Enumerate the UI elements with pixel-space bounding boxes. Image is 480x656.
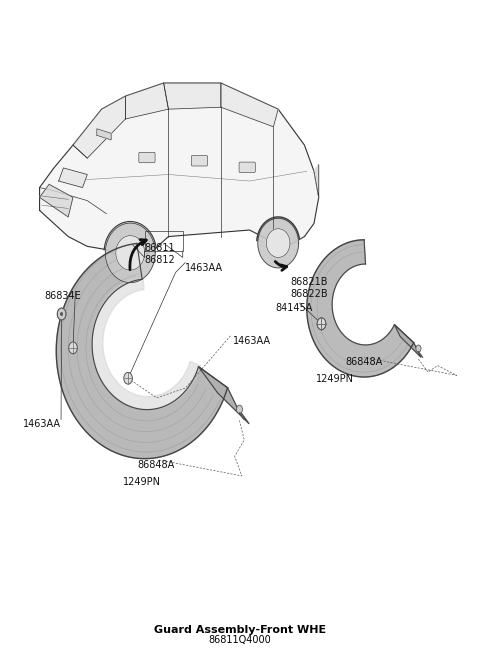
Text: 1463AA: 1463AA [23, 419, 61, 430]
Polygon shape [257, 216, 300, 241]
Polygon shape [116, 236, 144, 270]
FancyBboxPatch shape [239, 162, 255, 173]
Text: 1249PN: 1249PN [123, 477, 161, 487]
Polygon shape [59, 168, 87, 188]
Text: 1463AA: 1463AA [185, 262, 223, 273]
Text: Guard Assembly-Front WHE: Guard Assembly-Front WHE [154, 625, 326, 635]
FancyBboxPatch shape [192, 155, 207, 166]
Circle shape [60, 312, 63, 316]
Polygon shape [314, 165, 319, 197]
Polygon shape [258, 218, 299, 268]
Text: 1249PN: 1249PN [316, 374, 354, 384]
Polygon shape [39, 184, 73, 217]
Polygon shape [56, 243, 228, 459]
Polygon shape [73, 96, 125, 158]
Text: 86848A: 86848A [345, 358, 382, 367]
Circle shape [317, 318, 326, 330]
Text: 86821B
86822B: 86821B 86822B [290, 277, 328, 298]
Polygon shape [39, 83, 319, 262]
FancyBboxPatch shape [139, 152, 155, 163]
Circle shape [237, 405, 242, 413]
Polygon shape [221, 83, 278, 127]
Circle shape [416, 345, 421, 352]
Polygon shape [164, 83, 221, 109]
Text: 86834E: 86834E [44, 291, 81, 301]
Polygon shape [105, 223, 155, 283]
Polygon shape [97, 129, 111, 140]
Circle shape [57, 308, 66, 320]
Text: 86848A: 86848A [137, 460, 175, 470]
Text: 86811
86812: 86811 86812 [144, 243, 175, 264]
Circle shape [60, 312, 63, 316]
Polygon shape [199, 367, 249, 424]
Circle shape [317, 318, 326, 330]
Circle shape [69, 342, 77, 354]
Polygon shape [307, 240, 414, 377]
Polygon shape [395, 325, 421, 357]
Text: 86811Q4000: 86811Q4000 [209, 635, 271, 646]
Text: 84145A: 84145A [276, 303, 313, 313]
Text: 1463AA: 1463AA [233, 336, 271, 346]
Polygon shape [125, 83, 168, 119]
Polygon shape [92, 277, 201, 409]
Circle shape [124, 373, 132, 384]
Polygon shape [266, 229, 290, 257]
Circle shape [57, 308, 66, 320]
